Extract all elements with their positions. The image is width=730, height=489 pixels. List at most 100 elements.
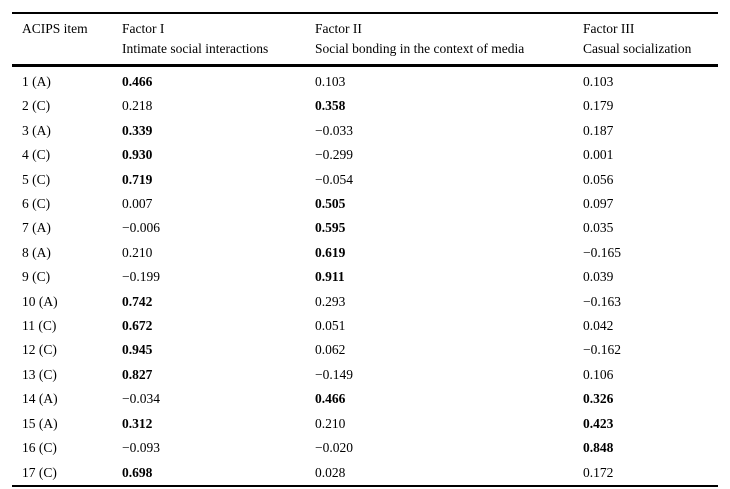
cell-factor1: 0.466 [122, 74, 153, 89]
cell-factor1: 0.719 [122, 171, 153, 187]
cell-factor1: 0.698 [122, 464, 153, 480]
cell-factor1: 0.007 [122, 196, 153, 212]
cell-factor1: 0.742 [122, 293, 153, 309]
cell-item: 7 (A) [22, 220, 51, 236]
cell-factor3: 0.097 [583, 196, 614, 212]
table-row: 1 (A) 0.466 0.103 0.103 [12, 66, 718, 95]
table-row: 15 (A) 0.312 0.210 0.423 [12, 412, 718, 436]
cell-factor2: 0.103 [315, 74, 346, 89]
table-row: 16 (C) −0.093 −0.020 0.848 [12, 436, 718, 460]
cell-factor1: −0.093 [122, 440, 160, 456]
cell-factor2: 0.293 [315, 293, 346, 309]
table-row: 3 (A) 0.339 −0.033 0.187 [12, 119, 718, 143]
column-header-factor3: Factor III Casual socialization [583, 13, 718, 67]
cell-item: 1 (A) [22, 74, 51, 89]
cell-item: 10 (A) [22, 293, 58, 309]
cell-factor2: −0.054 [315, 171, 353, 187]
cell-item: 15 (A) [22, 415, 58, 431]
cell-factor2: −0.149 [315, 366, 353, 382]
cell-factor2: 0.028 [315, 464, 346, 480]
cell-factor2: 0.051 [315, 318, 346, 334]
cell-factor2: −0.033 [315, 122, 353, 138]
table-row: 7 (A) −0.006 0.595 0.035 [12, 216, 718, 240]
cell-factor1: −0.034 [122, 391, 160, 407]
factor-loadings-table: ACIPS item Factor I Intimate social inte… [12, 12, 718, 487]
cell-factor3: 0.103 [583, 74, 614, 89]
cell-factor2: −0.299 [315, 147, 353, 163]
cell-factor1: 0.339 [122, 122, 153, 138]
cell-factor1: 0.672 [122, 318, 153, 334]
column-title: Factor III [583, 21, 635, 36]
table-body: 1 (A) 0.466 0.103 0.103 2 (C) 0.218 0.358 0.179… [12, 66, 718, 486]
table-row: 8 (A) 0.210 0.619 −0.165 [12, 241, 718, 265]
cell-factor1: 0.827 [122, 366, 153, 382]
cell-factor3: 0.172 [583, 464, 614, 480]
cell-factor2: 0.505 [315, 196, 346, 212]
column-title: Factor I [122, 21, 165, 36]
cell-factor3: 0.423 [583, 415, 614, 431]
cell-factor3: 0.187 [583, 122, 614, 138]
cell-factor3: 0.035 [583, 220, 614, 236]
column-subtitle: Casual socialization [583, 40, 692, 56]
cell-factor3: 0.001 [583, 147, 614, 163]
cell-factor1: −0.006 [122, 220, 160, 236]
cell-factor3: 0.848 [583, 440, 614, 456]
cell-factor1: 0.312 [122, 415, 153, 431]
cell-factor1: 0.945 [122, 342, 153, 358]
column-title: ACIPS item [22, 21, 88, 36]
cell-factor2: −0.020 [315, 440, 353, 456]
cell-item: 4 (C) [22, 147, 51, 163]
cell-factor3: 0.039 [583, 269, 614, 285]
table-row: 4 (C) 0.930 −0.299 0.001 [12, 143, 718, 167]
table-row: 6 (C) 0.007 0.505 0.097 [12, 192, 718, 216]
cell-factor2: 0.062 [315, 342, 346, 358]
table-row: 17 (C) 0.698 0.028 0.172 [12, 461, 718, 486]
table-row: 9 (C) −0.199 0.911 0.039 [12, 265, 718, 289]
table-row: 13 (C) 0.827 −0.149 0.106 [12, 363, 718, 387]
cell-factor3: 0.042 [583, 318, 614, 334]
cell-factor3: 0.179 [583, 98, 614, 114]
cell-factor3: −0.163 [583, 293, 621, 309]
cell-factor3: 0.326 [583, 391, 614, 407]
cell-item: 2 (C) [22, 98, 51, 114]
column-header-factor1: Factor I Intimate social interactions [122, 13, 315, 67]
cell-factor2: 0.210 [315, 415, 346, 431]
table-row: 10 (A) 0.742 0.293 −0.163 [12, 290, 718, 314]
cell-factor3: −0.162 [583, 342, 621, 358]
cell-item: 8 (A) [22, 244, 51, 260]
cell-item: 12 (C) [22, 342, 57, 358]
cell-item: 5 (C) [22, 171, 51, 187]
cell-item: 17 (C) [22, 464, 57, 480]
cell-factor1: 0.210 [122, 244, 153, 260]
cell-item: 9 (C) [22, 269, 51, 285]
table-row: 5 (C) 0.719 −0.054 0.056 [12, 168, 718, 192]
cell-item: 6 (C) [22, 196, 51, 212]
cell-factor3: −0.165 [583, 244, 621, 260]
cell-factor1: 0.218 [122, 98, 153, 114]
cell-factor3: 0.056 [583, 171, 614, 187]
table-row: 12 (C) 0.945 0.062 −0.162 [12, 338, 718, 362]
column-subtitle: Intimate social interactions [122, 40, 269, 56]
column-header-factor2: Factor II Social bonding in the context … [315, 13, 583, 67]
cell-item: 3 (A) [22, 122, 51, 138]
cell-factor2: 0.619 [315, 244, 346, 260]
column-subtitle: Social bonding in the context of media [315, 40, 525, 56]
cell-factor2: 0.466 [315, 391, 346, 407]
cell-factor1: 0.930 [122, 147, 153, 163]
table-row: 11 (C) 0.672 0.051 0.042 [12, 314, 718, 338]
cell-item: 11 (C) [22, 318, 57, 334]
cell-factor3: 0.106 [583, 366, 614, 382]
cell-factor2: 0.358 [315, 98, 346, 114]
cell-factor2: 0.595 [315, 220, 346, 236]
cell-item: 14 (A) [22, 391, 58, 407]
table-row: 14 (A) −0.034 0.466 0.326 [12, 387, 718, 411]
table-row: 2 (C) 0.218 0.358 0.179 [12, 94, 718, 118]
cell-item: 13 (C) [22, 366, 57, 382]
header-row: ACIPS item Factor I Intimate social inte… [12, 13, 718, 67]
column-title: Factor II [315, 21, 362, 36]
cell-factor2: 0.911 [315, 269, 345, 285]
column-header-acips-item: ACIPS item [12, 13, 122, 67]
cell-factor1: −0.199 [122, 269, 160, 285]
